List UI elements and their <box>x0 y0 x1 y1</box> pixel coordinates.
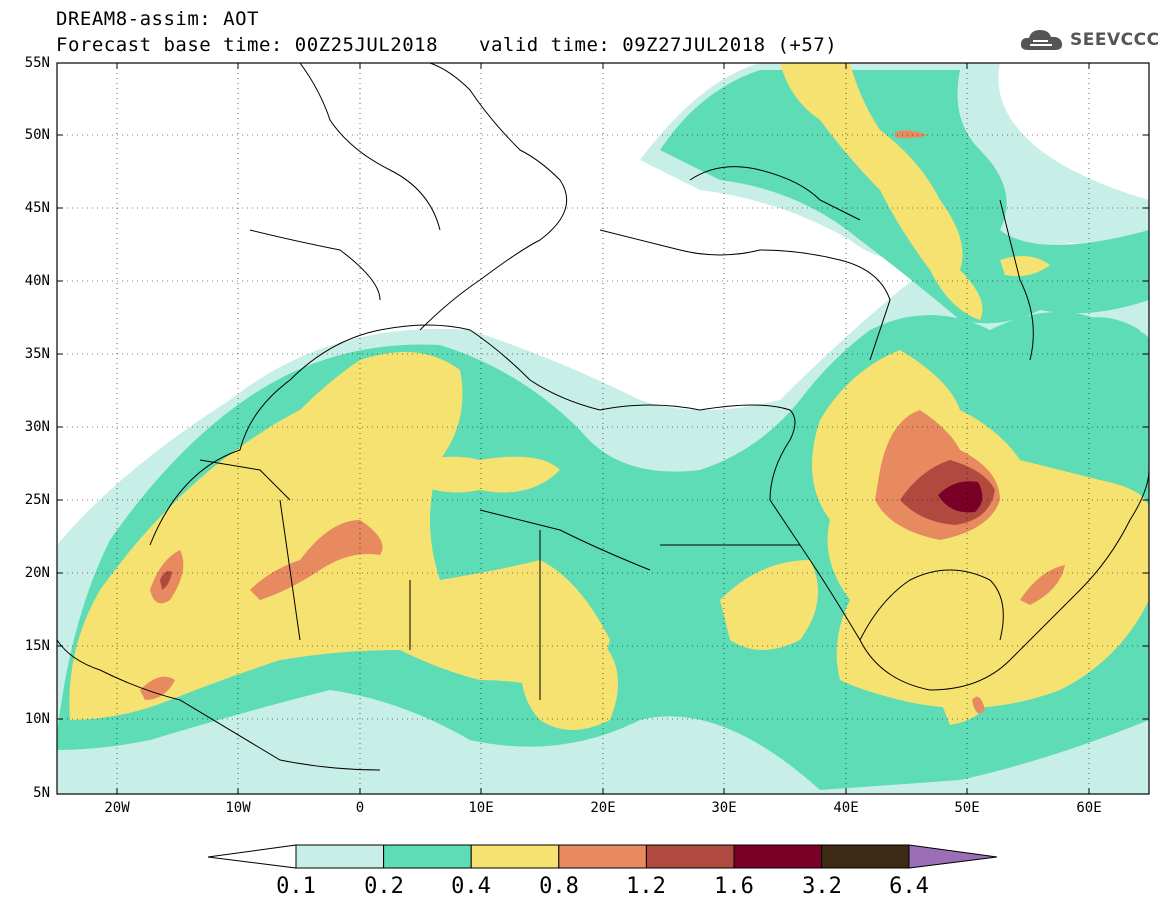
aot-band-1.2-senegal <box>160 571 172 590</box>
lon-label: 10E <box>468 800 494 816</box>
aot-band-0.4-caucasus <box>1000 256 1050 277</box>
cloud-icon <box>1020 30 1063 50</box>
lon-label: 0 <box>355 800 365 816</box>
lon-label: 50E <box>954 800 980 816</box>
colorbar-bin-6 <box>733 844 823 869</box>
colorbar-bin-2 <box>383 844 472 869</box>
lon-label: 20E <box>590 800 616 816</box>
seevccc-logo: SEEVCCC <box>1018 26 1160 54</box>
colorbar-bin-4 <box>558 844 647 869</box>
lat-label: 15N <box>24 638 50 654</box>
colorbar-bin-3 <box>470 844 560 869</box>
lat-label: 5N <box>33 785 50 801</box>
lat-label: 30N <box>24 419 50 435</box>
axis-ticks <box>57 62 1149 795</box>
lat-label: 45N <box>24 200 50 216</box>
colorbar-below-arrow <box>207 844 297 869</box>
colorbar-label: 0.8 <box>539 874 579 899</box>
gridlines <box>57 63 1149 794</box>
colorbar <box>207 844 998 869</box>
aot-band-0.4-central <box>400 456 560 493</box>
colorbar-bin-1 <box>295 844 385 869</box>
colorbar-label: 1.2 <box>626 874 666 899</box>
colorbar-label: 3.2 <box>802 874 842 899</box>
map-title: DREAM8-assim: AOT <box>56 8 259 30</box>
aot-band-0.8-north <box>895 130 928 139</box>
lat-label: 25N <box>24 492 50 508</box>
valid-time: valid time: 09Z27JUL2018 (+57) <box>479 34 838 56</box>
aot-band-0.4-north <box>780 63 983 320</box>
aot-band-0.8-oman <box>1020 565 1065 605</box>
colorbar-label: 0.2 <box>364 874 404 899</box>
lat-label: 50N <box>24 127 50 143</box>
coastlines <box>57 63 1149 771</box>
lat-label: 10N <box>24 711 50 727</box>
lon-label: 10W <box>225 800 251 816</box>
lat-label: 20N <box>24 565 50 581</box>
colorbar-label: 0.1 <box>276 874 316 899</box>
colorbar-bin-5 <box>645 844 735 869</box>
aot-band-0.2-caspian <box>1040 317 1149 420</box>
colorbar-label: 0.4 <box>451 874 491 899</box>
aot-band-0.4-eastafrica <box>720 560 818 650</box>
lat-label: 40N <box>24 273 50 289</box>
colorbar-bin-7 <box>821 844 910 869</box>
lon-label: 60E <box>1076 800 1102 816</box>
forecast-base-time: Forecast base time: 00Z25JUL2018 <box>56 34 439 56</box>
lon-label: 30E <box>711 800 737 816</box>
aot-band-0.4-sudan <box>520 633 618 730</box>
lon-label: 20W <box>104 800 130 816</box>
colorbar-above-arrow <box>908 844 998 869</box>
colorbar-label: 6.4 <box>889 874 929 899</box>
aot-band-0.8-mauritania <box>250 520 383 600</box>
aot-shading <box>57 63 1149 794</box>
lat-label: 55N <box>24 55 50 71</box>
colorbar-label: 1.6 <box>714 874 754 899</box>
aot-band-0.8-somalia <box>972 696 985 714</box>
lon-label: 40E <box>833 800 859 816</box>
aot-band-0.8-guinea <box>140 676 175 700</box>
lat-label: 35N <box>24 346 50 362</box>
logo-text: SEEVCCC <box>1070 30 1160 50</box>
aot-band-1.6 <box>938 481 983 513</box>
